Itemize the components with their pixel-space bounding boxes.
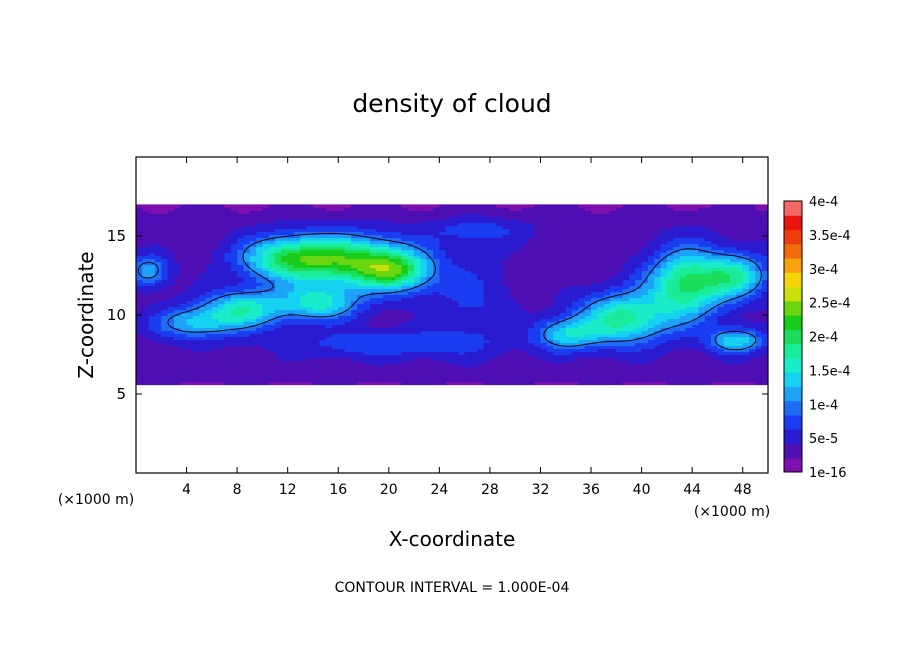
x-tick-label: 44 [683,482,701,498]
colorbar-label: 2.5e-4 [809,297,851,312]
y-tick-label: 15 [107,227,126,245]
colorbar-swatch [784,372,802,387]
x-tick-label: 32 [532,482,550,498]
colorbar-frame [783,200,803,473]
x-tick-label: 4 [182,482,191,498]
x-tick-label: 20 [380,482,398,498]
colorbar-label: 3.5e-4 [809,229,851,244]
x-tick-label: 40 [633,482,651,498]
colorbar-swatch [784,229,802,245]
colorbar-label: 4e-4 [809,195,838,210]
chart-title: density of cloud [352,89,551,118]
colorbar-label: 1e-4 [809,398,838,413]
contour-interval-note: CONTOUR INTERVAL = 1.000E-04 [335,580,570,596]
colorbar-swatch [784,443,802,459]
x-tick-label: 16 [329,482,347,498]
colorbar-swatch [784,357,802,373]
colorbar-label: 5e-5 [809,432,838,447]
density-field [136,204,768,386]
x-unit-left: (×1000 m) [58,492,134,508]
x-unit-right: (×1000 m) [694,504,770,520]
y-axis-ticks: 5 10 15 [107,227,768,403]
y-tick-label: 10 [107,306,126,324]
colorbar-swatch [784,300,802,316]
colorbar-swatch [784,429,802,444]
colorbar-label: 3e-4 [809,263,838,278]
y-axis-label: Z-coordinate [74,251,98,378]
colorbar-label: 2e-4 [809,331,838,346]
colorbar-swatch [784,201,802,216]
x-axis-label: X-coordinate [389,527,516,551]
colorbar-swatch [784,215,802,231]
colorbar-swatch [784,258,802,273]
colorbar-swatch [784,386,802,402]
colorbar-swatch [784,286,802,302]
colorbar-swatch [784,315,802,330]
x-tick-label: 12 [279,482,297,498]
contour-lines [137,233,762,351]
x-tick-label: 48 [734,482,752,498]
contour-line-1e-4 [137,233,762,351]
colorbar-swatch [784,272,802,288]
y-tick-label: 5 [116,385,126,403]
x-tick-label: 36 [582,482,600,498]
colorbar-label: 1.5e-4 [809,364,851,379]
colorbar-swatch [784,457,802,473]
x-tick-label: 24 [430,482,448,498]
x-tick-label: 8 [233,482,242,498]
colorbar-swatch [784,400,802,416]
colorbar-swatch [784,243,802,259]
colorbar-swatch [784,343,802,359]
colorbar-swatch [784,414,802,430]
colorbar-swatch [784,329,802,345]
colorbar: 1e-16 5e-5 1e-4 1.5e-4 2e-4 2.5e-4 3e-4 3.5e-4 4… [783,195,851,481]
colorbar-label: 1e-16 [809,466,847,481]
x-axis-ticks: 4 8 12 16 20 24 28 32 36 40 44 48 [182,157,752,498]
x-tick-label: 28 [481,482,499,498]
